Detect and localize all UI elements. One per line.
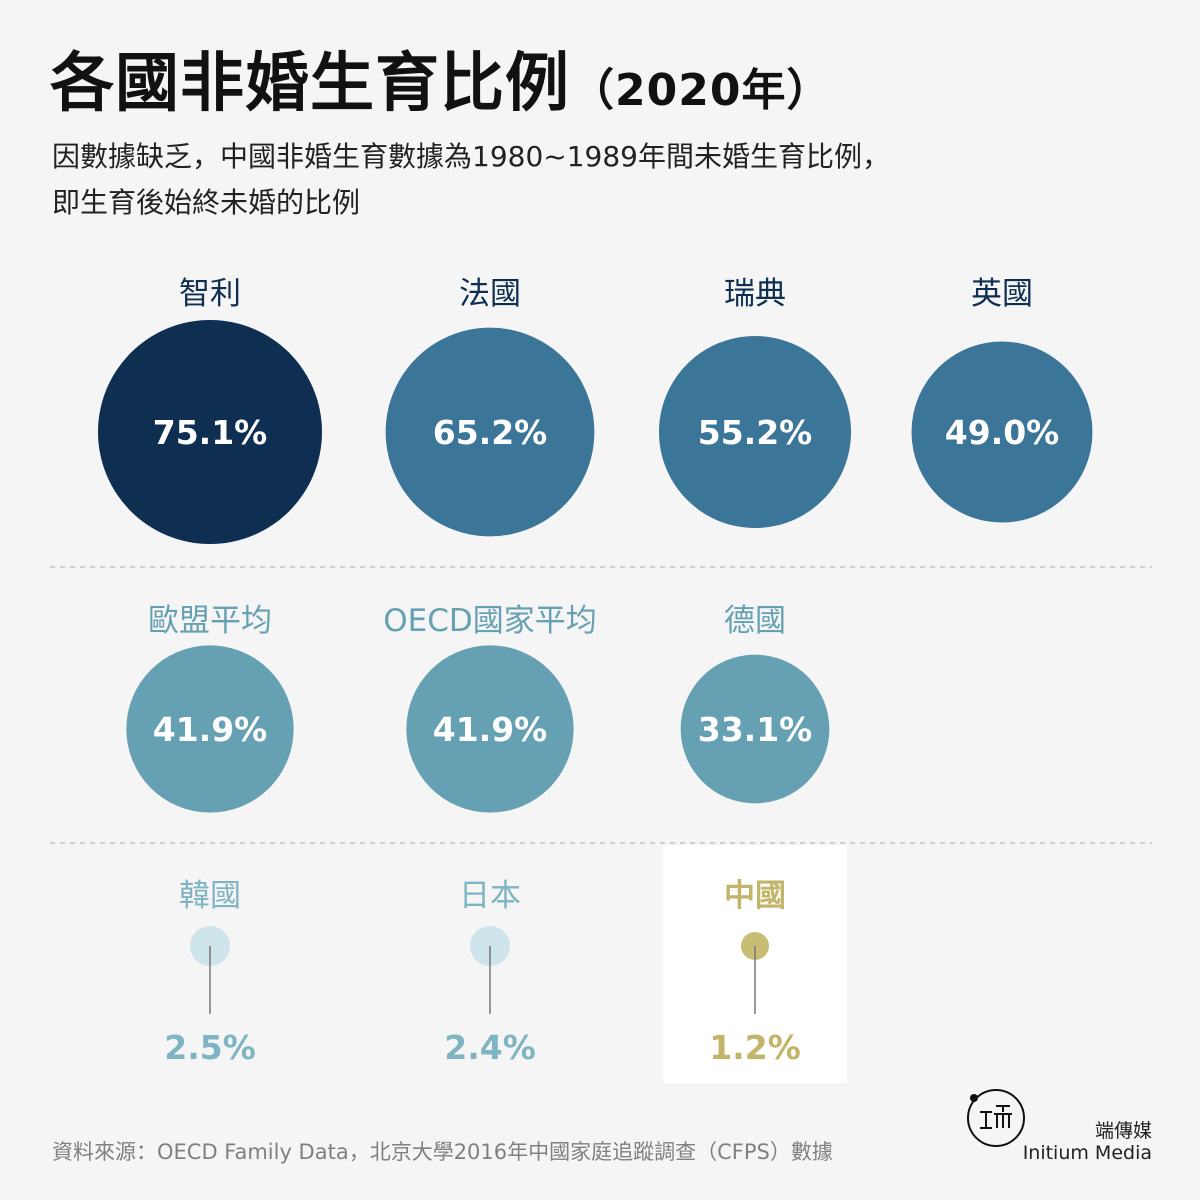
bubble-country-label: 英國: [971, 276, 1033, 312]
bubble-country-label: 韓國: [179, 878, 241, 914]
title-main: 各國非婚生育比例: [50, 47, 570, 121]
bubble-value-label: 41.9%: [433, 710, 548, 749]
bubble-circle: [406, 645, 574, 813]
bubble-value-label: 65.2%: [433, 413, 548, 452]
bubble-value-label: 41.9%: [153, 710, 268, 749]
bubble-item: 英國 49.0%: [911, 276, 1093, 523]
bubble-item: 智利 75.1%: [98, 276, 322, 544]
brand: 端傳媒 Initium Media: [964, 1082, 1164, 1172]
brand-name-en: Initium Media: [1022, 1142, 1152, 1164]
title-year: （2020年）: [570, 65, 832, 116]
bubble-value-label: 33.1%: [698, 710, 813, 749]
bubble-country-label: 智利: [179, 276, 241, 312]
bubble-item: 德國 33.1%: [680, 603, 830, 804]
brand-name-zh: 端傳媒: [1094, 1120, 1152, 1142]
page-title: 各國非婚生育比例（2020年）: [50, 32, 831, 124]
subtitle-line-2: 即生育後始終未婚的比例: [52, 186, 361, 219]
bubble-circle: [658, 335, 852, 529]
bubble-item: 歐盟平均 41.9%: [126, 603, 294, 813]
bubble-country-label: 瑞典: [724, 276, 786, 312]
bubble-country-label: 德國: [724, 603, 786, 639]
bubble-country-label: 歐盟平均: [148, 603, 272, 639]
bubble-country-label: 法國: [459, 276, 521, 312]
subtitle-line-1: 因數據缺乏，中國非婚生育數據為1980~1989年間未婚生育比例，: [52, 140, 890, 173]
bubble-circle: [680, 654, 830, 804]
bubble-circle: [126, 645, 294, 813]
bubble-value-label: 2.5%: [164, 1028, 256, 1067]
bubble-circle: [911, 341, 1093, 523]
bubble-value-label: 49.0%: [945, 413, 1060, 452]
bubble-value-label: 55.2%: [698, 413, 813, 452]
bubble-value-label: 75.1%: [153, 413, 268, 452]
initium-logo-icon: [967, 1089, 1025, 1147]
bubble-value-label: 1.2%: [709, 1028, 801, 1067]
bubble-country-label: 中國: [724, 878, 786, 914]
bubble-item: 法國 65.2%: [385, 276, 595, 537]
bubble-item: 瑞典 55.2%: [658, 276, 852, 529]
source-note: 資料來源：OECD Family Data，北京大學2016年中國家庭追蹤調查（…: [52, 1140, 833, 1164]
bubble-circle: [385, 327, 595, 537]
bubble-item: 日本 2.4%: [444, 878, 536, 1067]
bubble-value-label: 2.4%: [444, 1028, 536, 1067]
bubble-item: OECD國家平均 41.9%: [383, 603, 597, 813]
subtitle: 因數據缺乏，中國非婚生育數據為1980~1989年間未婚生育比例， 即生育後始終…: [52, 134, 1152, 226]
bubble-country-label: OECD國家平均: [383, 603, 597, 639]
bubble-item: 韓國 2.5%: [164, 878, 256, 1067]
bubble-circle: [98, 320, 322, 544]
bubble-country-label: 日本: [459, 878, 521, 914]
bubble-item: 中國 1.2%: [663, 845, 847, 1083]
